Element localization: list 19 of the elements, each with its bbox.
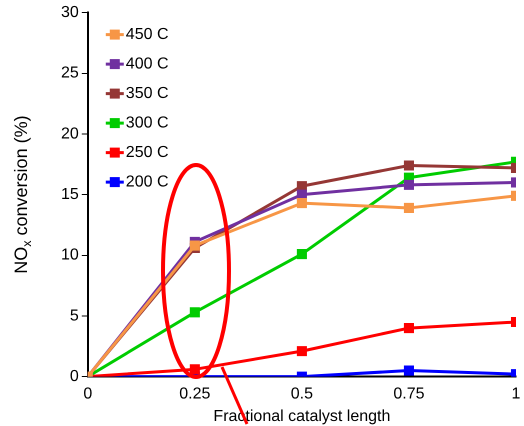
y-tick-label: 15	[61, 186, 79, 204]
legend-label: 200 C	[126, 174, 168, 191]
x-tick-label: 0.25	[179, 386, 211, 403]
legend-label: 400 C	[126, 56, 168, 73]
y-tick-label: 5	[70, 307, 79, 324]
y-tick-label: 10	[61, 246, 79, 264]
y-tick-label: 20	[61, 125, 79, 142]
y-tick-label: 25	[61, 64, 79, 82]
y-tick-label: 30	[61, 4, 79, 22]
y-axis-title: NOx conversion (%)	[10, 115, 34, 274]
x-tick-label: 0	[83, 386, 92, 403]
y-tick-label: 0	[70, 368, 79, 386]
legend-label: 450 C	[126, 26, 168, 44]
x-tick-label: 1	[512, 386, 521, 403]
legend-label: 300 C	[126, 114, 168, 132]
x-tick-label: 0.5	[290, 386, 314, 403]
x-tick-label: 0.75	[393, 386, 425, 403]
legend-label: 250 C	[126, 144, 168, 162]
legend-label: 350 C	[126, 85, 168, 102]
